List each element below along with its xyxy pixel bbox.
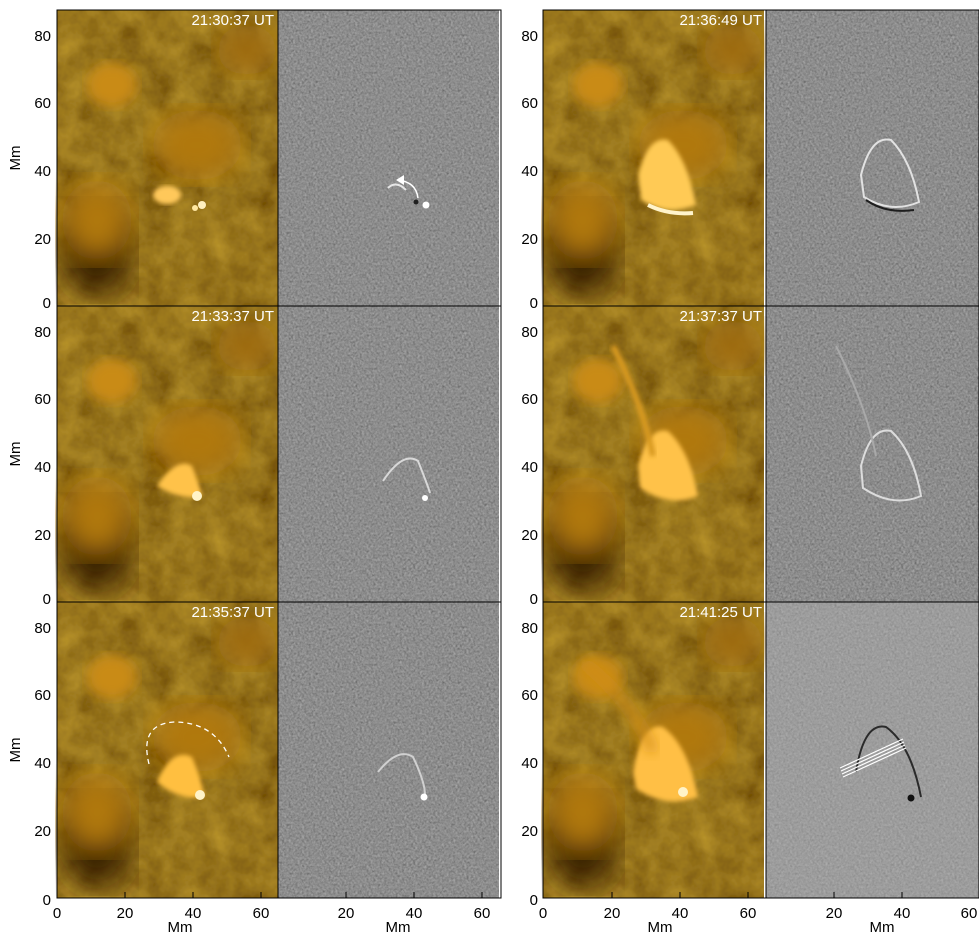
y-tick: 0 xyxy=(43,295,51,312)
left-bot-aia-panel xyxy=(56,601,279,899)
x-tick: 60 xyxy=(740,905,757,922)
y-tick: 60 xyxy=(34,687,51,704)
y-tick: 80 xyxy=(521,28,538,45)
timestamp-right-bot: 21:41:25 UT xyxy=(679,604,762,621)
y-tick: 40 xyxy=(34,755,51,772)
y-tick: 40 xyxy=(521,459,538,476)
x-tick: 60 xyxy=(961,905,978,922)
y-tick: 0 xyxy=(43,591,51,608)
timestamp-right-top: 21:36:49 UT xyxy=(679,12,762,29)
right-bot-difference-panel xyxy=(765,601,979,899)
right-x-axis: 0 20 40 60 20 40 60 Mm Mm xyxy=(539,905,978,936)
x-tick: 40 xyxy=(406,905,423,922)
y-tick: 40 xyxy=(34,459,51,476)
left-x-axis: 0 20 40 60 20 40 60 Mm Mm xyxy=(53,905,491,936)
x-tick: 20 xyxy=(604,905,621,922)
left-y-axis-row3-ticks: 80 60 40 20 0 xyxy=(34,620,51,909)
left-top-difference-panel xyxy=(277,9,502,307)
y-tick: 0 xyxy=(530,892,538,909)
y-tick: 80 xyxy=(34,324,51,341)
y-tick: 20 xyxy=(34,823,51,840)
x-tick: 60 xyxy=(253,905,270,922)
y-tick: 20 xyxy=(521,231,538,248)
y-axis-label-row2: Mm xyxy=(7,442,24,467)
y-tick: 20 xyxy=(34,527,51,544)
right-mid-difference-panel xyxy=(765,305,979,603)
x-axis-label-left-aia: Mm xyxy=(168,919,193,936)
x-tick: 20 xyxy=(338,905,355,922)
left-top-aia-panel xyxy=(56,9,279,307)
y-tick: 40 xyxy=(34,163,51,180)
y-tick: 80 xyxy=(34,28,51,45)
y-axis-label-row3: Mm xyxy=(7,738,24,763)
y-tick: 40 xyxy=(521,755,538,772)
timestamp-left-bot: 21:35:37 UT xyxy=(191,604,274,621)
x-axis-label-right-diff: Mm xyxy=(870,919,895,936)
left-y-axis-row1-ticks: 80 60 40 20 0 xyxy=(34,28,51,312)
right-top-aia-panel xyxy=(542,9,767,307)
x-tick: 0 xyxy=(53,905,61,922)
x-tick: 40 xyxy=(894,905,911,922)
x-tick: 60 xyxy=(474,905,491,922)
x-tick: 40 xyxy=(185,905,202,922)
x-axis-label-left-diff: Mm xyxy=(386,919,411,936)
right-top-difference-panel xyxy=(765,9,979,307)
left-bot-difference-panel xyxy=(277,601,502,899)
x-tick: 20 xyxy=(117,905,134,922)
y-tick: 60 xyxy=(521,95,538,112)
left-y-axis: 80 60 40 20 0 80 60 40 20 0 80 60 40 20 … xyxy=(34,28,51,909)
y-tick: 80 xyxy=(521,620,538,637)
y-tick: 40 xyxy=(521,163,538,180)
y-tick: 20 xyxy=(521,527,538,544)
slit-annotation xyxy=(839,738,907,778)
timestamp-left-top: 21:30:37 UT xyxy=(191,12,274,29)
left-mid-aia-panel xyxy=(56,305,279,603)
x-tick: 20 xyxy=(826,905,843,922)
right-bot-aia-panel xyxy=(542,601,767,899)
y-axis-label-row1: Mm xyxy=(7,146,24,171)
y-tick: 0 xyxy=(530,591,538,608)
y-tick: 80 xyxy=(521,324,538,341)
left-mid-difference-panel xyxy=(277,305,502,603)
tick-marks xyxy=(56,892,903,898)
y-tick: 60 xyxy=(34,95,51,112)
x-tick: 40 xyxy=(672,905,689,922)
y-tick: 60 xyxy=(521,391,538,408)
left-y-axis-row2-ticks: 80 60 40 20 0 xyxy=(34,324,51,608)
loop-outline-annotation xyxy=(146,721,230,765)
x-axis-label-right-aia: Mm xyxy=(648,919,673,936)
y-tick: 60 xyxy=(521,687,538,704)
right-y-axis: 80 60 40 20 0 80 60 40 20 0 80 60 40 20 … xyxy=(521,28,538,909)
right-mid-aia-panel xyxy=(542,305,767,603)
y-tick: 0 xyxy=(530,295,538,312)
y-tick: 80 xyxy=(34,620,51,637)
y-tick: 0 xyxy=(43,892,51,909)
timestamp-left-mid: 21:33:37 UT xyxy=(191,308,274,325)
x-tick: 0 xyxy=(539,905,547,922)
timestamp-right-mid: 21:37:37 UT xyxy=(679,308,762,325)
y-tick: 20 xyxy=(521,823,538,840)
y-tick: 60 xyxy=(34,391,51,408)
y-tick: 20 xyxy=(34,231,51,248)
